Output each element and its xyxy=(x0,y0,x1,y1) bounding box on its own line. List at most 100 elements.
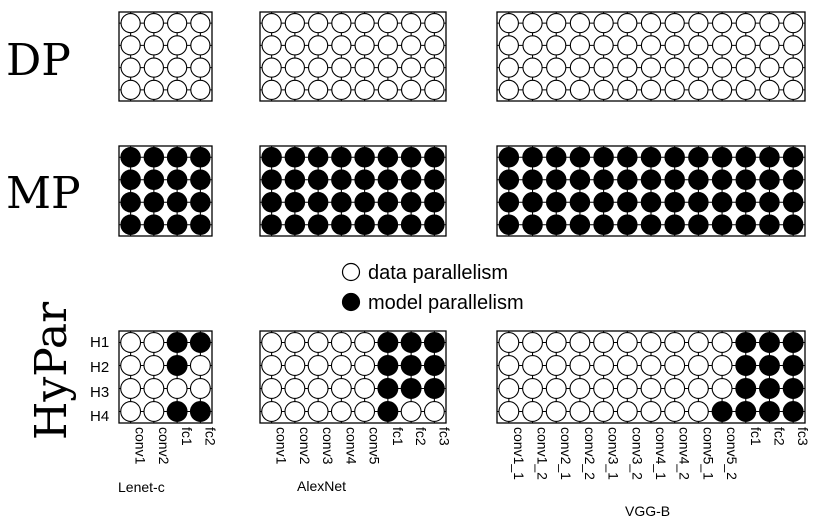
model-parallel-node xyxy=(377,147,399,168)
model-parallel-node xyxy=(522,169,543,190)
model-parallel-node xyxy=(189,401,211,422)
grid-dp-vgg-b xyxy=(496,11,806,102)
data-parallel-node xyxy=(498,79,519,100)
data-parallel-node xyxy=(569,79,591,100)
data-parallel-node xyxy=(593,355,615,376)
model-parallel-node xyxy=(711,214,733,235)
data-parallel-node xyxy=(545,332,567,353)
data-parallel-node xyxy=(735,79,756,100)
model-parallel-node xyxy=(735,169,756,190)
data-parallel-node xyxy=(377,35,398,56)
model-parallel-node xyxy=(284,214,306,235)
data-parallel-node xyxy=(545,401,567,422)
data-parallel-node xyxy=(284,332,306,353)
data-parallel-node xyxy=(522,378,543,399)
model-parallel-node xyxy=(400,169,422,190)
grid-hypar-vgg-b xyxy=(496,330,806,424)
grid-mp-alexnet xyxy=(259,145,447,237)
model-parallel-node xyxy=(640,147,662,168)
data-parallel-node xyxy=(498,35,519,56)
data-parallel-node xyxy=(143,355,165,376)
model-parallel-node xyxy=(735,214,756,235)
data-parallel-node xyxy=(261,13,282,34)
model-parallel-node xyxy=(782,355,804,376)
data-parallel-node xyxy=(664,79,685,100)
model-parallel-node xyxy=(331,192,352,213)
data-parallel-node xyxy=(166,378,188,399)
data-parallel-node xyxy=(687,401,709,422)
model-parallel-node xyxy=(759,401,780,422)
model-parallel-node xyxy=(284,169,306,190)
model-parallel-node xyxy=(546,214,567,235)
data-parallel-node xyxy=(640,355,662,376)
model-parallel-node xyxy=(759,169,780,190)
model-parallel-node xyxy=(166,401,188,422)
model-parallel-node xyxy=(423,355,445,376)
data-parallel-node xyxy=(593,79,614,100)
model-parallel-node xyxy=(688,214,709,235)
model-parallel-node xyxy=(354,169,375,190)
model-parallel-node xyxy=(569,214,591,235)
data-parallel-node xyxy=(593,13,614,34)
data-parallel-node xyxy=(522,35,543,56)
layer-label: conv5_2 xyxy=(724,427,740,480)
grid-border xyxy=(118,330,213,424)
data-parallel-node xyxy=(284,401,306,422)
model-parallel-node xyxy=(190,192,211,213)
data-parallel-node xyxy=(640,401,662,422)
data-parallel-node xyxy=(167,13,188,34)
data-parallel-node xyxy=(261,79,282,100)
grid-border xyxy=(118,11,213,102)
data-parallel-node xyxy=(593,401,615,422)
data-parallel-node xyxy=(759,79,780,100)
data-parallel-node xyxy=(167,35,188,56)
legend-model-marker xyxy=(341,292,361,312)
data-parallel-node xyxy=(120,79,141,100)
model-parallel-node xyxy=(735,147,756,168)
model-parallel-node xyxy=(424,147,445,168)
data-parallel-node xyxy=(664,378,686,399)
data-parallel-node xyxy=(664,57,685,78)
data-parallel-node xyxy=(330,378,352,399)
data-parallel-node xyxy=(545,378,567,399)
data-parallel-node xyxy=(120,13,141,34)
model-parallel-node xyxy=(735,355,757,376)
data-parallel-node xyxy=(143,35,164,56)
model-parallel-node xyxy=(759,378,780,399)
network-label-alexnet: AlexNet xyxy=(297,478,346,494)
model-parallel-node xyxy=(143,214,165,235)
model-parallel-node xyxy=(593,169,614,190)
h-label-3: H3 xyxy=(90,384,109,401)
model-parallel-node xyxy=(711,169,733,190)
layer-label: conv2_2 xyxy=(582,427,598,480)
data-parallel-node xyxy=(640,378,662,399)
model-parallel-node xyxy=(640,169,662,190)
data-parallel-node xyxy=(120,35,141,56)
model-parallel-node xyxy=(377,378,399,399)
layer-label: fc3 xyxy=(795,427,811,446)
model-parallel-node xyxy=(354,192,375,213)
data-parallel-node xyxy=(711,57,733,78)
data-parallel-node xyxy=(120,401,142,422)
layer-label: fc2 xyxy=(413,427,429,446)
model-parallel-node xyxy=(120,214,141,235)
data-parallel-node xyxy=(711,355,733,376)
data-parallel-node xyxy=(143,378,165,399)
data-parallel-node xyxy=(498,401,520,422)
data-parallel-node xyxy=(711,332,733,353)
data-parallel-node xyxy=(330,355,352,376)
data-parallel-node xyxy=(593,378,615,399)
data-parallel-node xyxy=(522,332,543,353)
data-parallel-node xyxy=(593,57,614,78)
data-parallel-node xyxy=(120,378,142,399)
model-parallel-node xyxy=(522,214,543,235)
data-parallel-node xyxy=(522,57,543,78)
model-parallel-node xyxy=(640,214,662,235)
layer-label: fc1 xyxy=(179,427,195,446)
data-parallel-node xyxy=(688,13,709,34)
data-parallel-node xyxy=(354,378,376,399)
model-parallel-node xyxy=(377,332,399,353)
model-parallel-node xyxy=(331,147,352,168)
data-parallel-node xyxy=(284,378,306,399)
model-parallel-node xyxy=(522,147,543,168)
